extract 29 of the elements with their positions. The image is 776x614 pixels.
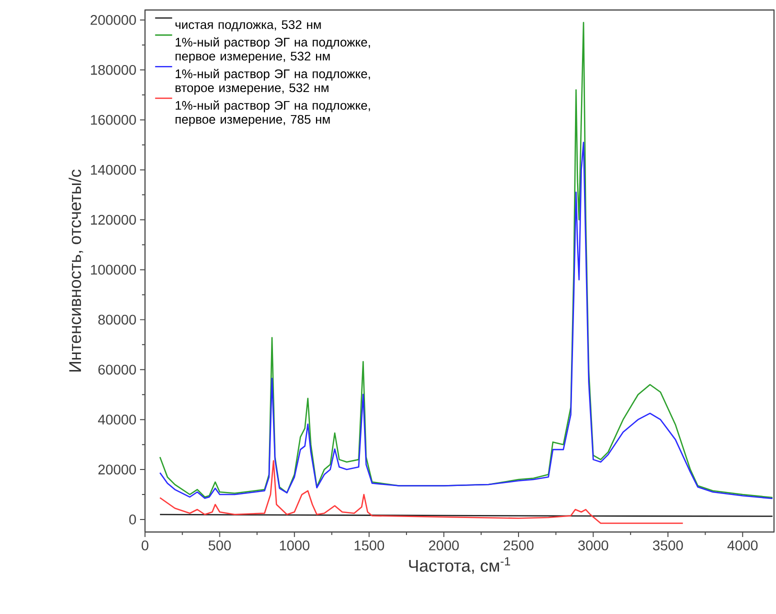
y-tick-label: 140000 <box>91 164 136 175</box>
x-tick-label: 1000 <box>280 540 310 550</box>
y-tick-label: 20000 <box>98 464 136 474</box>
x-tick-label: 0 <box>142 540 148 550</box>
legend-label: чистая подложка, 532 нм <box>176 20 321 32</box>
line-series <box>159 460 684 524</box>
x-tick-label: 2500 <box>504 540 534 550</box>
x-tick-label: 500 <box>208 540 231 550</box>
y-axis-title: Интенсивность, отсчеты/с <box>68 170 84 372</box>
line-series <box>159 22 774 498</box>
y-tick-label: 80000 <box>98 314 136 325</box>
y-tick-label: 180000 <box>91 64 136 75</box>
y-tick-label: 0 <box>129 514 136 524</box>
x-tick-label: 3500 <box>652 540 683 550</box>
y-tick-label: 160000 <box>91 114 136 125</box>
x-tick-label: 3000 <box>578 540 608 550</box>
y-tick-label: 200000 <box>90 15 136 25</box>
x-tick-label: 1500 <box>354 540 384 550</box>
x-tick-label: 4000 <box>727 540 758 550</box>
x-tick-label: 2000 <box>429 540 459 550</box>
line-series <box>159 142 774 500</box>
y-tick-label: 100000 <box>91 264 136 275</box>
legend-label: 1%-ный раствор ЭГ на подложке, второе измерение, 532 нм <box>176 68 370 95</box>
y-tick-label: 120000 <box>91 214 136 225</box>
legend-label: 1%-ный раствор ЭГ на подложке, первое измерение, 532 нм <box>176 37 370 64</box>
legend-label: 1%-ный раствор ЭГ на подложке, первое измерение, 785 нм <box>176 100 370 126</box>
y-tick-label: 60000 <box>98 364 136 375</box>
y-tick-label: 40000 <box>98 414 136 425</box>
x-axis-title: Частота, см$^{-1}$ <box>409 557 510 574</box>
